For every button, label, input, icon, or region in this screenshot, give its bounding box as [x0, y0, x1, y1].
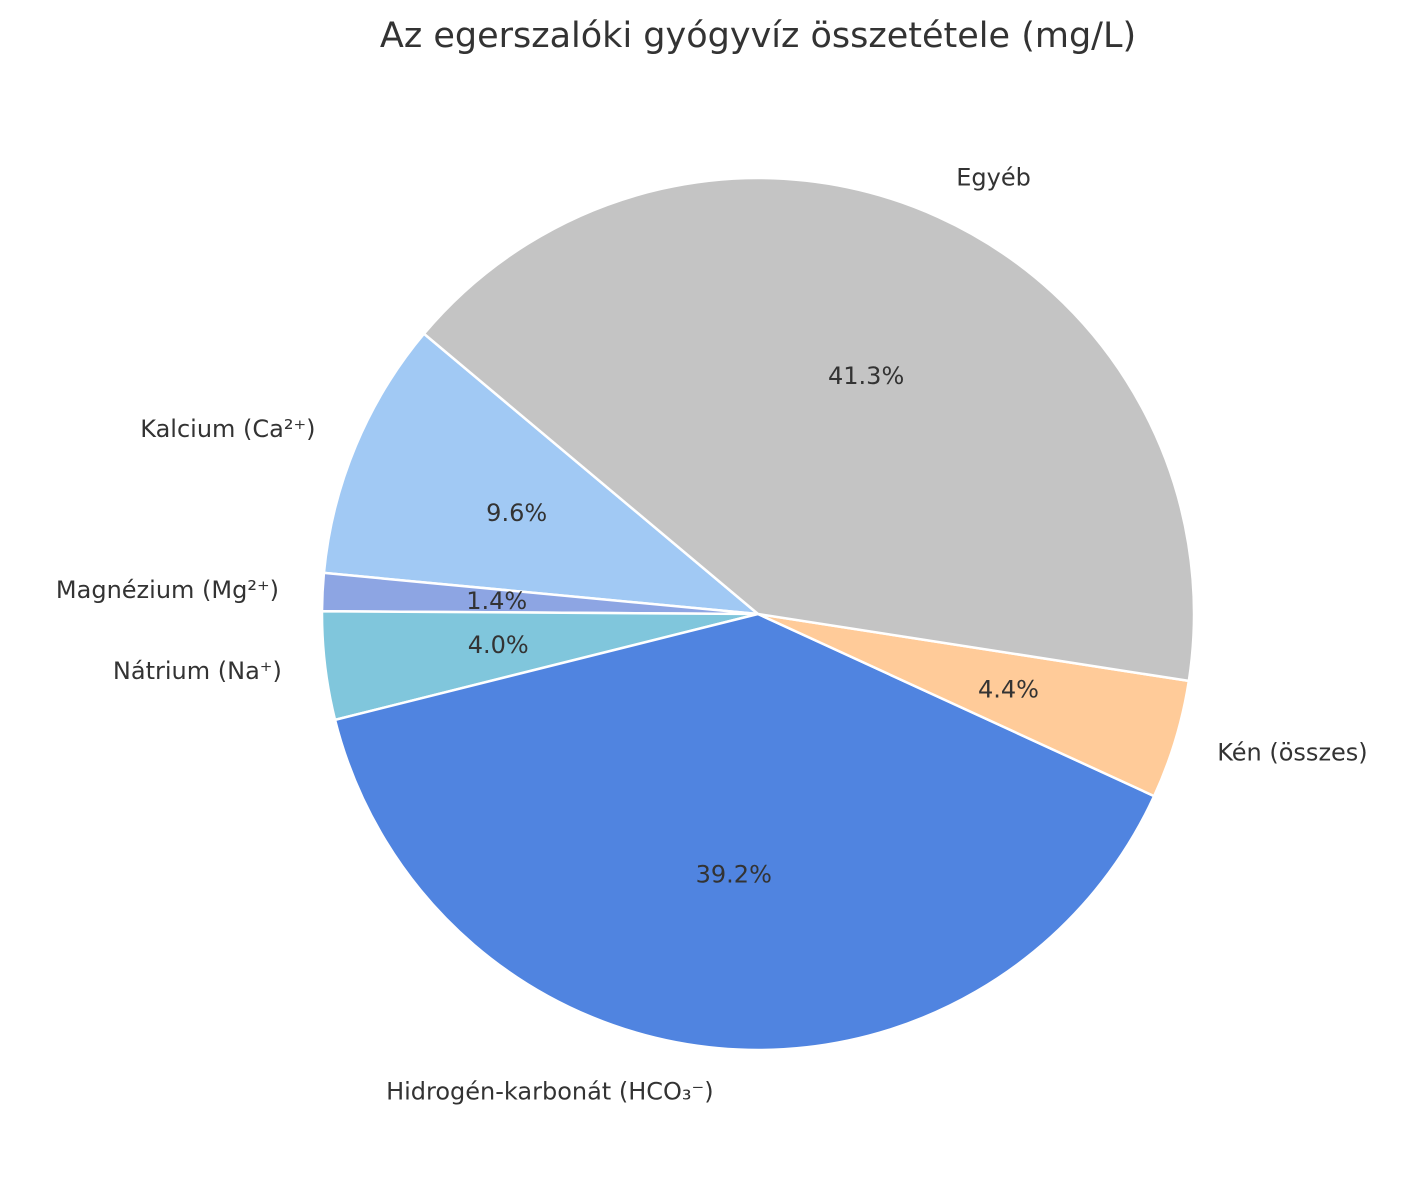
slice-category-label: Magnézium (Mg²⁺) [56, 576, 279, 604]
slice-percent-label: 4.4% [978, 675, 1039, 703]
slice-percent-label: 9.6% [486, 499, 547, 527]
slice-category-label: Egyéb [956, 163, 1031, 191]
chart-title: Az egerszalóki gyógyvíz összetétele (mg/… [379, 16, 1137, 56]
pie-slice [422, 176, 1196, 683]
slice-category-label: Hidrogén-karbonát (HCO₃⁻) [386, 1078, 713, 1106]
pie-slice [333, 612, 1156, 1052]
slice-category-label: Kén (összes) [1217, 738, 1367, 766]
slice-category-label: Kalcium (Ca²⁺) [140, 415, 315, 443]
slice-percent-label: 41.3% [828, 362, 904, 390]
pie-slice [322, 332, 760, 616]
slice-percent-label: 39.2% [696, 860, 772, 888]
slice-percent-label: 4.0% [468, 631, 529, 659]
slice-category-label: Nátrium (Na⁺) [113, 657, 282, 685]
slice-percent-label: 1.4% [466, 587, 527, 615]
